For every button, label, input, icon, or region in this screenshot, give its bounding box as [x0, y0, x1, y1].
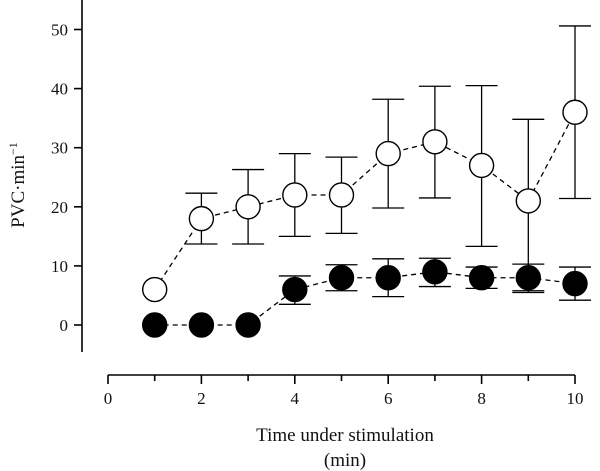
- series-filled-circle: [141, 257, 591, 338]
- data-point: [515, 265, 541, 291]
- data-point: [468, 265, 495, 291]
- y-tick-label: 30: [51, 139, 68, 158]
- x-tick-label: 0: [104, 389, 113, 408]
- y-tick-label: 10: [51, 257, 68, 276]
- x-axis-title: Time under stimulation: [256, 425, 434, 446]
- axes: 0 10 20 30 40 50 0 2 4 6 8 10: [51, 0, 584, 408]
- x-tick-label: 8: [477, 389, 486, 408]
- data-point: [422, 129, 448, 155]
- data-point: [141, 312, 168, 338]
- data-point: [235, 194, 261, 220]
- y-tick-label: 20: [51, 198, 68, 217]
- data-point: [235, 312, 261, 338]
- y-tick-label: 40: [51, 80, 68, 99]
- y-tick-label: 50: [51, 21, 68, 40]
- series-open-circle: [141, 25, 591, 303]
- data-point: [282, 182, 308, 208]
- y-tick-label: 0: [60, 316, 69, 335]
- x-tick-label: 10: [567, 389, 584, 408]
- data-point: [141, 276, 168, 303]
- y-axis-title-superscript: −1: [6, 142, 20, 155]
- data-point: [188, 312, 215, 338]
- x-tick-label: 6: [384, 389, 393, 408]
- x-axis-title-unit: (min): [324, 450, 366, 471]
- data-point: [282, 276, 308, 303]
- plot-area: [141, 25, 591, 338]
- x-ticks: 0 2 4 6 8 10: [104, 375, 584, 408]
- data-point: [468, 152, 495, 179]
- data-point: [328, 182, 355, 208]
- data-point: [515, 188, 541, 214]
- data-point: [375, 265, 401, 291]
- data-point: [422, 259, 448, 285]
- y-ticks: 0 10 20 30 40 50: [51, 21, 82, 335]
- series-line: [154, 111, 576, 290]
- data-point: [375, 140, 401, 167]
- data-point: [328, 265, 355, 291]
- series-line: [154, 271, 576, 326]
- data-point: [562, 270, 588, 297]
- y-axis-title-main: PVC·min: [8, 154, 29, 227]
- x-tick-label: 4: [291, 389, 300, 408]
- data-point: [188, 205, 215, 232]
- y-axis-title: PVC·min−1: [6, 142, 29, 228]
- data-point: [562, 99, 588, 125]
- x-tick-label: 2: [197, 389, 206, 408]
